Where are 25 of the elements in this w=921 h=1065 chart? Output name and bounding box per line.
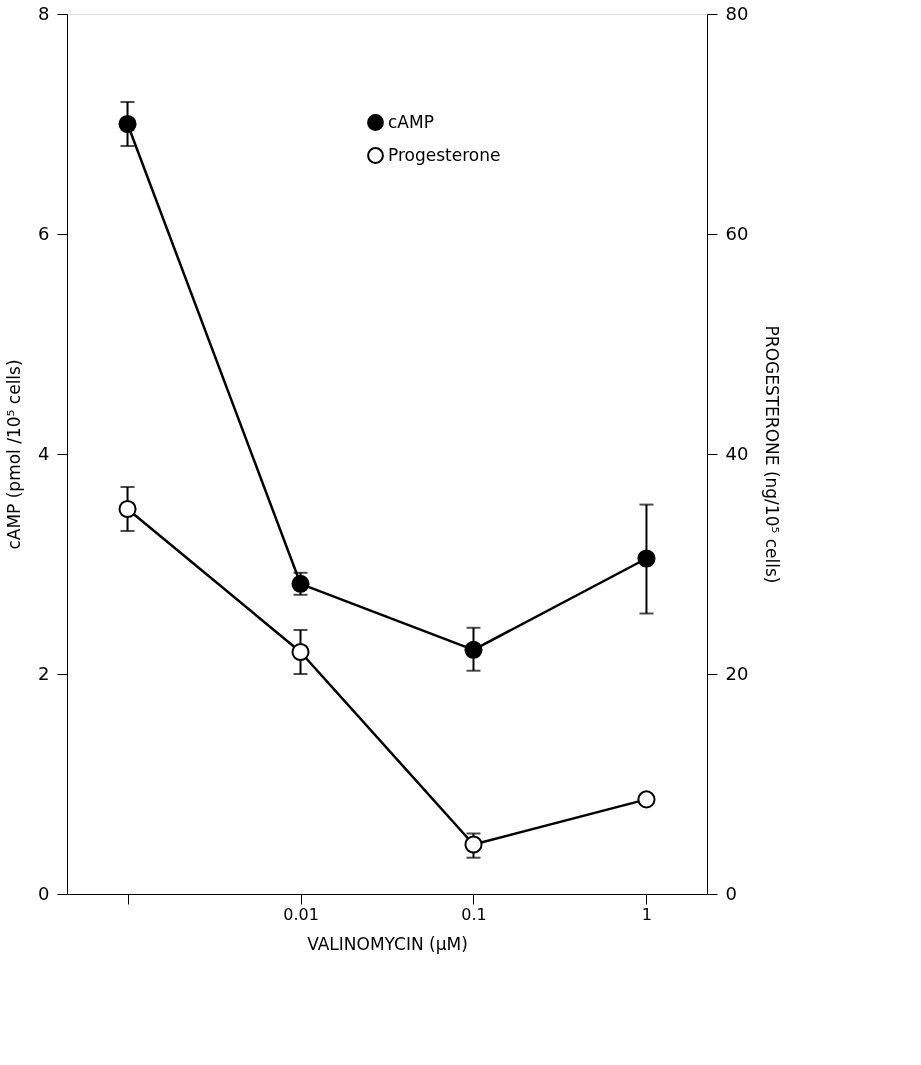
legend-label: Progesterone <box>388 144 501 165</box>
y-axis-title: cAMP (pmol /10⁵ cells) <box>4 359 25 550</box>
y2-tick-label: 20 <box>725 662 749 684</box>
x-tick-label: 0.1 <box>461 904 487 924</box>
x-axis-title: VALINOMYCIN (μM) <box>307 933 468 954</box>
y-tick-label: 4 <box>38 442 50 464</box>
x-tick-label: 0.01 <box>283 904 319 924</box>
y2-tick-label: 80 <box>725 2 749 24</box>
y-tick-label: 2 <box>38 662 50 684</box>
y-tick-label: 6 <box>38 222 50 244</box>
y2-axis-title: PROGESTERONE (ng/10⁵ cells) <box>762 325 783 584</box>
y2-tick-label: 40 <box>725 442 749 464</box>
point <box>118 499 137 519</box>
point <box>464 640 483 659</box>
y2-tick-label: 60 <box>725 222 749 244</box>
x-tick-label: 1 <box>641 904 653 924</box>
point <box>118 114 137 134</box>
point <box>637 790 656 809</box>
y2-tick-label: 0 <box>725 882 737 904</box>
y-tick-label: 8 <box>38 2 50 24</box>
point <box>637 549 656 568</box>
point <box>464 835 483 854</box>
point <box>291 642 310 662</box>
y-tick-label: 0 <box>38 882 50 904</box>
legend-label: cAMP <box>388 111 434 132</box>
